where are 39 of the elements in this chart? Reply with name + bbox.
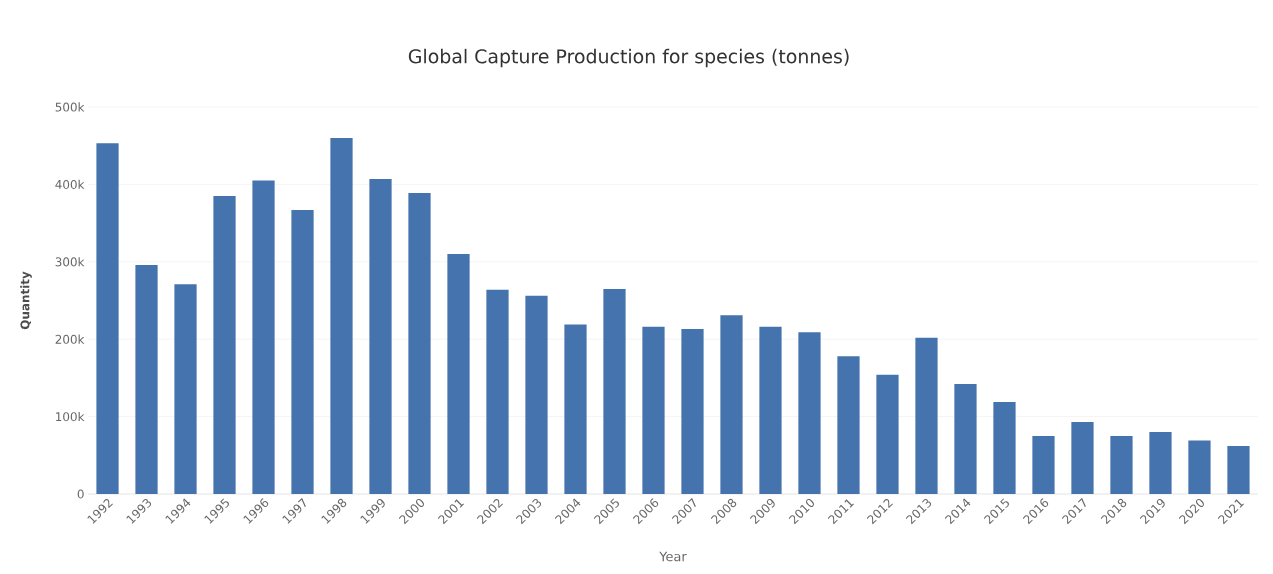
bar	[798, 332, 821, 494]
y-tick-label: 100k	[56, 411, 85, 422]
y-tick-label: 200k	[55, 334, 85, 344]
y-axis-title: Quantity	[20, 271, 32, 330]
bar	[954, 384, 977, 494]
bar	[369, 178, 392, 494]
bar	[213, 195, 236, 494]
y-tick-label: 400k	[55, 179, 85, 190]
bar	[447, 254, 470, 494]
bar	[330, 137, 353, 494]
x-axis-title: Year	[659, 551, 687, 562]
bar	[408, 192, 431, 494]
chart-title: Global Capture Production for species (tonnes)	[408, 48, 849, 68]
bar	[135, 264, 158, 494]
bar	[837, 356, 860, 494]
bar	[642, 326, 665, 494]
bar	[564, 324, 587, 494]
bar	[915, 337, 938, 494]
y-tick-label: 300k	[55, 257, 85, 267]
bar	[252, 180, 275, 494]
bar	[486, 289, 509, 494]
bar	[1071, 422, 1094, 494]
bar	[174, 284, 197, 494]
bar	[876, 374, 899, 494]
bar	[759, 326, 782, 494]
bar	[720, 315, 743, 494]
bar	[1110, 435, 1133, 494]
bar	[603, 288, 626, 494]
y-tick-label: 0	[77, 489, 84, 499]
bar	[681, 329, 704, 494]
y-tick-label: 500k	[55, 102, 85, 112]
bar	[1032, 435, 1055, 494]
bar	[1188, 440, 1211, 494]
bar	[1227, 446, 1250, 494]
bar	[291, 209, 314, 494]
bar	[525, 295, 548, 494]
bar	[96, 143, 119, 494]
bar	[1149, 432, 1172, 494]
bar	[993, 401, 1016, 494]
